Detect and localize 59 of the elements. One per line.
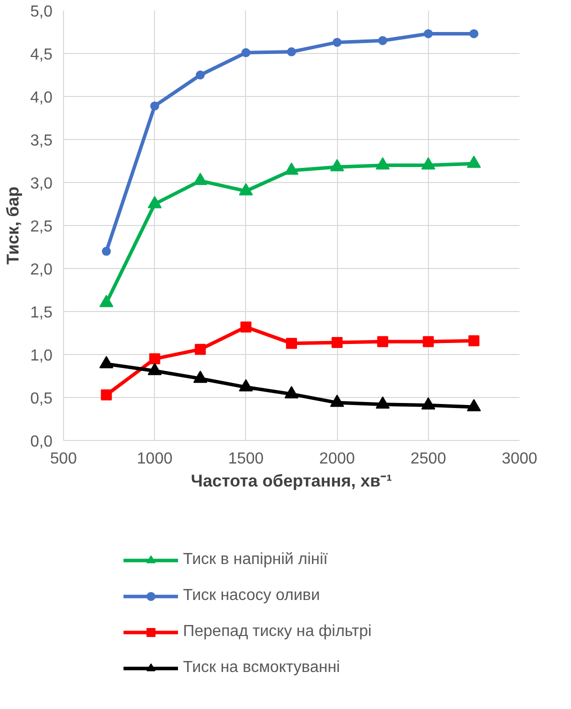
y-tick-label: 0,5: [30, 390, 53, 408]
point: [100, 389, 112, 400]
point: [194, 344, 206, 355]
point: [466, 156, 481, 168]
y-tick-label: 2,5: [30, 218, 53, 236]
y-tick-label: 4,5: [30, 46, 53, 64]
x-tick-label: 1500: [228, 450, 264, 468]
point: [421, 397, 436, 410]
y-tick-label: 2,0: [30, 262, 53, 278]
point: [149, 353, 160, 364]
y-tick-label: 3,0: [30, 176, 53, 192]
point: [196, 70, 205, 80]
legend-label: Перепад тиску на фільтрі: [183, 623, 372, 641]
point: [468, 335, 480, 346]
x-tick-label: 3000: [502, 450, 538, 468]
legend-label: Тиск в напірній лінії: [183, 551, 328, 569]
point: [376, 396, 390, 409]
point: [193, 370, 208, 383]
y-tick-label: 3,5: [30, 132, 53, 150]
x-tick-label: 2500: [410, 450, 446, 468]
point: [284, 162, 298, 175]
point: [238, 183, 253, 196]
x-axis-title: Частота обертання, хв⁻¹: [190, 472, 392, 490]
point: [421, 157, 436, 170]
x-tick-label: 2000: [319, 450, 355, 468]
point: [286, 338, 297, 349]
point: [332, 336, 343, 348]
point: [378, 36, 388, 46]
point: [422, 336, 434, 348]
y-tick-label: 1,5: [30, 304, 53, 322]
legend-label: Тиск на всмоктуванні: [183, 659, 340, 677]
point: [330, 394, 344, 407]
y-axis-title: Тиск, бар: [3, 186, 22, 264]
point: [240, 321, 252, 332]
point: [287, 47, 296, 56]
point: [102, 246, 111, 256]
point: [330, 159, 344, 172]
point: [377, 336, 388, 348]
point: [469, 29, 478, 38]
point: [466, 398, 481, 412]
legend-label: Тиск насосу оливи: [183, 587, 320, 605]
x-tick-label: 1000: [136, 450, 173, 468]
point: [241, 48, 250, 58]
point: [148, 362, 162, 376]
point: [376, 157, 390, 170]
point: [99, 356, 114, 368]
point: [332, 38, 342, 47]
point: [150, 101, 160, 110]
y-tick-label: 0,0: [30, 434, 53, 450]
point: [284, 386, 298, 398]
point: [99, 294, 114, 308]
y-tick-label: 4,0: [30, 90, 53, 106]
y-tick-label: 5,0: [30, 4, 53, 20]
point: [238, 379, 253, 392]
y-tick-label: 1,0: [30, 348, 53, 364]
point: [424, 29, 433, 38]
x-tick-label: 500: [50, 450, 77, 468]
point: [148, 196, 162, 208]
point: [193, 172, 208, 186]
